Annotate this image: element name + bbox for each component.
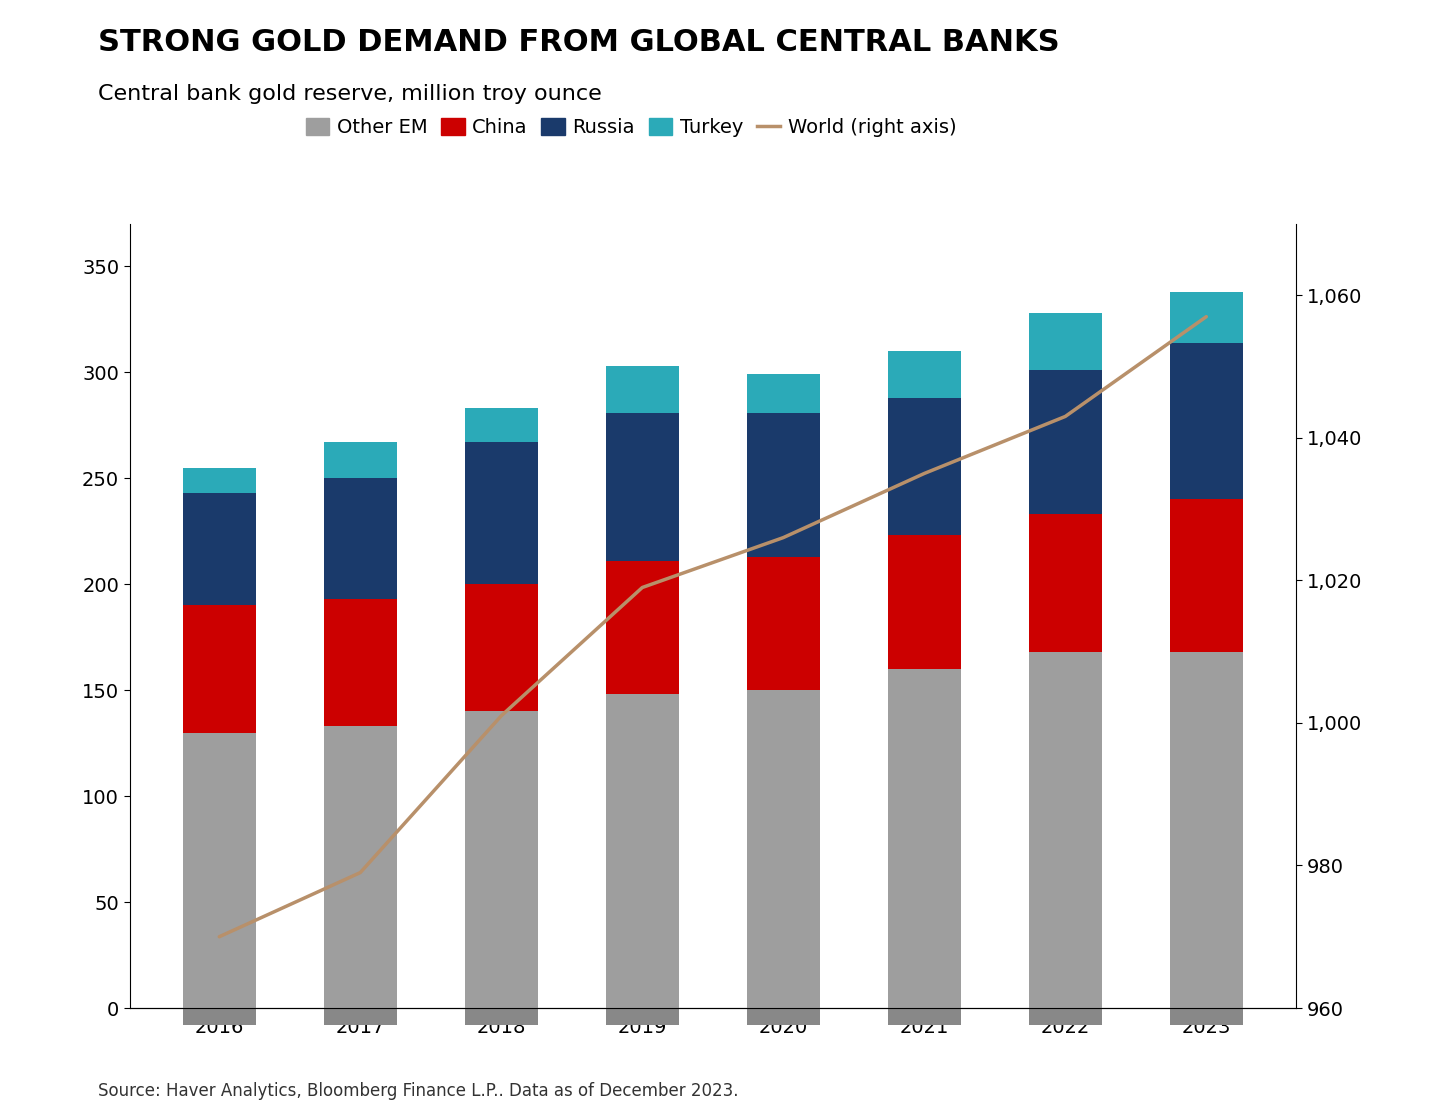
Bar <box>1028 312 1102 371</box>
Bar <box>887 1008 960 1025</box>
Bar <box>183 1008 256 1025</box>
Bar <box>606 366 678 412</box>
Bar <box>465 1008 539 1025</box>
Bar <box>606 1008 678 1025</box>
Bar <box>465 711 539 1008</box>
Bar <box>183 732 256 1008</box>
Bar <box>606 561 678 694</box>
Bar <box>747 374 819 412</box>
Bar <box>747 412 819 557</box>
Bar <box>183 468 256 493</box>
Bar <box>324 1008 397 1025</box>
Text: STRONG GOLD DEMAND FROM GLOBAL CENTRAL BANKS: STRONG GOLD DEMAND FROM GLOBAL CENTRAL B… <box>98 28 1060 57</box>
Bar <box>1169 652 1243 1008</box>
Text: Source: Haver Analytics, Bloomberg Finance L.P.. Data as of December 2023.: Source: Haver Analytics, Bloomberg Finan… <box>98 1082 739 1100</box>
Bar <box>747 690 819 1008</box>
Bar <box>1169 343 1243 500</box>
Bar <box>887 535 960 669</box>
Bar <box>887 669 960 1008</box>
Bar <box>324 599 397 726</box>
Bar <box>324 478 397 599</box>
Bar <box>1169 500 1243 652</box>
Bar <box>1028 1008 1102 1025</box>
Bar <box>183 606 256 732</box>
Bar <box>1028 371 1102 514</box>
Bar <box>747 557 819 690</box>
Bar <box>1028 514 1102 652</box>
Bar <box>465 409 539 442</box>
Bar <box>465 442 539 585</box>
Bar <box>1169 1008 1243 1025</box>
Bar <box>324 442 397 478</box>
Bar <box>747 1008 819 1025</box>
Bar <box>606 694 678 1008</box>
Bar <box>465 585 539 711</box>
Bar <box>887 352 960 398</box>
Bar <box>1169 292 1243 343</box>
Bar <box>1028 652 1102 1008</box>
Bar <box>606 412 678 561</box>
Legend: Other EM, China, Russia, Turkey, World (right axis): Other EM, China, Russia, Turkey, World (… <box>300 112 962 143</box>
Bar <box>887 398 960 535</box>
Bar <box>183 493 256 606</box>
Text: Central bank gold reserve, million troy ounce: Central bank gold reserve, million troy … <box>98 84 602 104</box>
Bar <box>324 726 397 1008</box>
